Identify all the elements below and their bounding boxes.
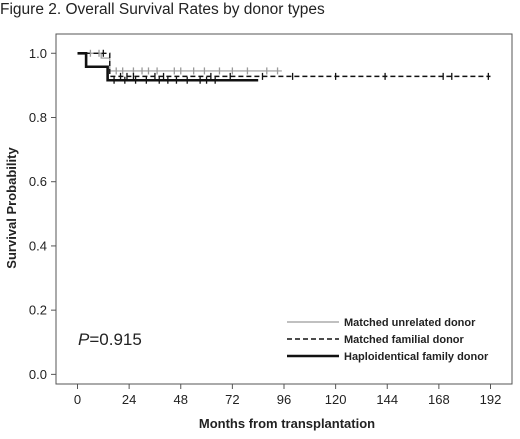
series-lines — [77, 51, 491, 82]
legend: Matched unrelated donor Matched familial … — [287, 317, 489, 363]
censor-marks — [89, 49, 489, 84]
x-axis-title: Months from transplantation — [199, 416, 375, 431]
x-tick-label: 168 — [428, 392, 450, 407]
x-tick-label: 72 — [225, 392, 239, 407]
y-tick-label: 0.2 — [29, 303, 47, 318]
series-line-haploidentical-family-donor — [77, 51, 259, 82]
y-tick-label: 0.8 — [29, 110, 47, 125]
x-tick-label: 144 — [376, 392, 398, 407]
x-tick-label: 48 — [174, 392, 188, 407]
x-tick-label: 192 — [480, 392, 502, 407]
x-tick-label: 96 — [277, 392, 291, 407]
p-value-number: =0.915 — [89, 330, 141, 349]
x-tick-label: 120 — [325, 392, 347, 407]
x-tick-label: 24 — [122, 392, 136, 407]
p-value: P=0.915 — [78, 330, 142, 349]
legend-label: Matched familial donor — [344, 334, 465, 346]
y-axis-title: Survival Probability — [4, 147, 19, 269]
series-line-matched-familial-donor — [77, 52, 491, 78]
figure-title: Figure 2. Overall Survival Rates by dono… — [0, 1, 325, 18]
y-tick-label: 0.4 — [29, 238, 47, 253]
legend-label: Haploidentical family donor — [344, 351, 489, 363]
legend-label: Matched unrelated donor — [344, 317, 476, 329]
axes: 0 24 48 72 96 120 144 168 192 0.0 0.2 0.4 0.6 0.8 1.0 — [29, 46, 501, 407]
y-tick-label: 1.0 — [29, 46, 47, 61]
y-tick-label: 0.0 — [29, 367, 47, 382]
y-tick-label: 0.6 — [29, 174, 47, 189]
x-tick-label: 0 — [74, 392, 81, 407]
p-value-letter: P — [78, 330, 90, 349]
